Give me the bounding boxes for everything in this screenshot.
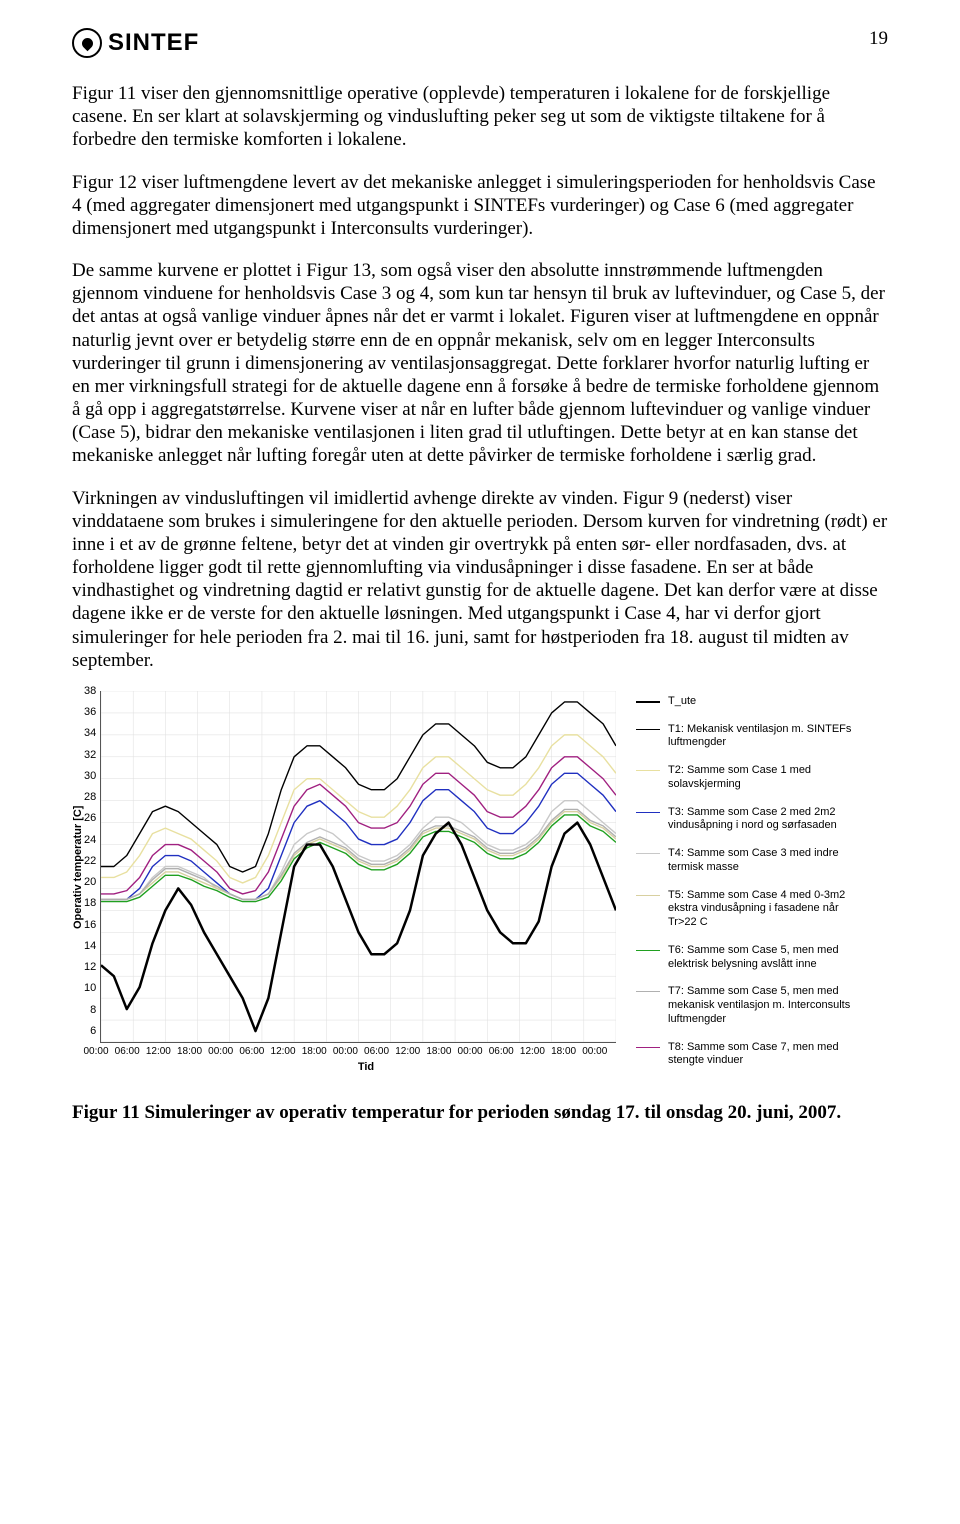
legend-swatch [636,950,660,951]
legend-swatch [636,729,660,730]
page-number: 19 [869,28,888,50]
y-tick: 22 [84,855,96,867]
legend-item-T8: T8: Samme som Case 7, men med stengte vi… [636,1041,868,1069]
logo-icon [72,28,102,58]
x-tick: 12:00 [395,1046,420,1057]
y-axis-label: Operativ temperatur [C] [72,691,84,1043]
legend-swatch [636,991,660,992]
y-tick: 18 [84,897,96,909]
y-tick: 38 [84,685,96,697]
figure-11-chart: Operativ temperatur [C] 3836343230282624… [72,691,888,1082]
x-tick: 18:00 [177,1046,202,1057]
y-axis-ticks: 38 36 34 32 30 28 26 24 22 20 18 16 14 12 10 8 6 [84,685,100,1037]
sintef-logo: SINTEF [72,28,199,58]
legend-swatch [636,701,660,703]
x-tick: 06:00 [489,1046,514,1057]
legend-item-T2: T2: Samme som Case 1 med solavskjerming [636,764,868,792]
legend-swatch [636,1047,660,1048]
x-axis-label: Tid [100,1061,632,1073]
y-tick: 26 [84,812,96,824]
y-tick: 30 [84,770,96,782]
legend-label: T6: Samme som Case 5, men med elektrisk … [668,944,868,972]
x-tick: 12:00 [146,1046,171,1057]
legend-item-T1: T1: Mekanisk ventilasjon m. SINTEFs luft… [636,723,868,751]
y-tick: 24 [84,834,96,846]
paragraph-2: Figur 12 viser luftmengdene levert av de… [72,171,888,241]
x-tick: 00:00 [582,1046,607,1057]
x-tick: 00:00 [333,1046,358,1057]
y-tick: 36 [84,706,96,718]
x-tick: 00:00 [208,1046,233,1057]
legend-item-T7: T7: Samme som Case 5, men med mekanisk v… [636,985,868,1026]
legend-label: T5: Samme som Case 4 med 0-3m2 ekstra vi… [668,889,868,930]
legend-swatch [636,895,660,896]
body-text: Figur 11 viser den gjennomsnittlige oper… [72,82,888,672]
paragraph-3: De samme kurvene er plottet i Figur 13, … [72,259,888,468]
x-tick: 12:00 [271,1046,296,1057]
legend-item-T4: T4: Samme som Case 3 med indre termisk m… [636,847,868,875]
chart-legend: T_ute T1: Mekanisk ventilasjon m. SINTEFs… [636,691,868,1082]
y-tick: 28 [84,791,96,803]
y-tick: 20 [84,876,96,888]
y-tick: 10 [84,982,96,994]
x-tick: 18:00 [302,1046,327,1057]
y-tick: 14 [84,940,96,952]
legend-swatch [636,770,660,771]
legend-item-T6: T6: Samme som Case 5, men med elektrisk … [636,944,868,972]
x-tick: 06:00 [115,1046,140,1057]
legend-label: T_ute [668,695,696,709]
legend-label: T3: Samme som Case 2 med 2m2 vindusåpnin… [668,806,868,834]
x-tick: 12:00 [520,1046,545,1057]
paragraph-4: Virkningen av vindusluftingen vil imidle… [72,487,888,672]
x-tick: 06:00 [239,1046,264,1057]
y-tick: 6 [90,1025,96,1037]
legend-swatch [636,853,660,854]
x-tick: 18:00 [551,1046,576,1057]
y-tick: 16 [84,919,96,931]
y-tick: 32 [84,749,96,761]
legend-label: T4: Samme som Case 3 med indre termisk m… [668,847,868,875]
legend-item-T3: T3: Samme som Case 2 med 2m2 vindusåpnin… [636,806,868,834]
y-tick: 12 [84,961,96,973]
legend-label: T8: Samme som Case 7, men med stengte vi… [668,1041,868,1069]
legend-label: T2: Samme som Case 1 med solavskjerming [668,764,868,792]
x-tick: 00:00 [458,1046,483,1057]
x-axis-ticks: 00:00 06:00 12:00 18:00 00:00 06:00 12:00 18:00… [96,1046,620,1057]
chart-plot-area [100,691,616,1043]
legend-item-T5: T5: Samme som Case 4 med 0-3m2 ekstra vi… [636,889,868,930]
legend-swatch [636,812,660,813]
x-tick: 18:00 [426,1046,451,1057]
y-tick: 8 [90,1004,96,1016]
figure-caption: Figur 11 Simuleringer av operativ temper… [72,1102,888,1125]
paragraph-1: Figur 11 viser den gjennomsnittlige oper… [72,82,888,152]
x-tick: 00:00 [83,1046,108,1057]
logo-text: SINTEF [108,29,199,57]
page-header: SINTEF 19 [72,28,888,58]
y-tick: 34 [84,727,96,739]
legend-label: T1: Mekanisk ventilasjon m. SINTEFs luft… [668,723,868,751]
x-tick: 06:00 [364,1046,389,1057]
legend-item-T_ute: T_ute [636,695,868,709]
legend-label: T7: Samme som Case 5, men med mekanisk v… [668,985,868,1026]
